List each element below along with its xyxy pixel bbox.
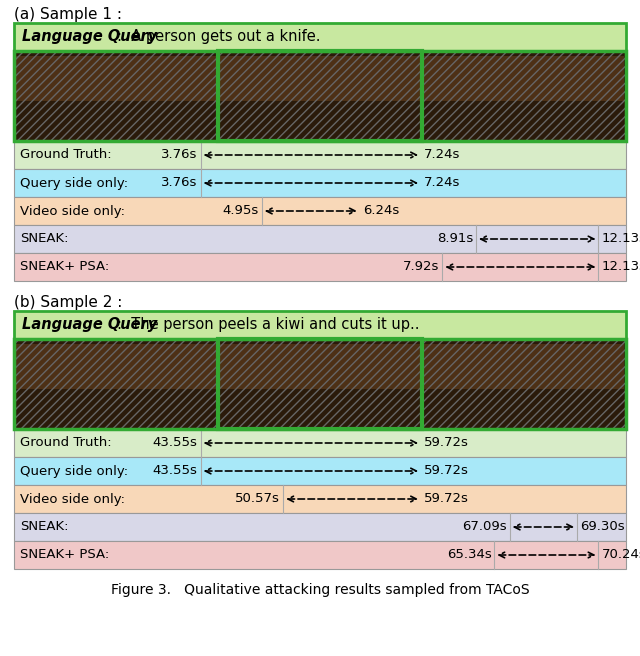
Bar xyxy=(14,339,626,429)
Text: 59.72s: 59.72s xyxy=(424,436,469,449)
Bar xyxy=(218,339,422,429)
Text: Figure 3.   Qualitative attacking results sampled from TACoS: Figure 3. Qualitative attacking results … xyxy=(111,583,529,597)
Bar xyxy=(218,51,422,141)
Text: 59.72s: 59.72s xyxy=(424,464,469,478)
Bar xyxy=(14,197,626,225)
Text: 7.24s: 7.24s xyxy=(424,148,460,161)
Bar xyxy=(14,169,626,197)
Text: SNEAK:: SNEAK: xyxy=(20,520,68,533)
Text: 67.09s: 67.09s xyxy=(462,520,507,533)
Text: 8.91s: 8.91s xyxy=(437,232,473,245)
Text: 50.57s: 50.57s xyxy=(236,493,280,506)
Bar xyxy=(422,339,626,429)
Text: 43.55s: 43.55s xyxy=(153,436,198,449)
Bar xyxy=(14,51,626,141)
Text: 59.72s: 59.72s xyxy=(424,493,469,506)
Bar xyxy=(14,339,626,429)
Text: Query side only:: Query side only: xyxy=(20,176,128,190)
Text: :  A person gets out a knife.: : A person gets out a knife. xyxy=(117,30,321,45)
Bar xyxy=(220,56,420,100)
Text: Video side only:: Video side only: xyxy=(20,205,125,218)
Bar xyxy=(424,344,624,388)
Text: 65.34s: 65.34s xyxy=(447,548,492,562)
Bar xyxy=(14,339,218,429)
Text: Language Query: Language Query xyxy=(22,30,157,45)
Bar xyxy=(218,51,422,141)
Bar xyxy=(14,23,626,51)
Text: :  The person peels a kiwi and cuts it up..: : The person peels a kiwi and cuts it up… xyxy=(117,318,420,333)
Text: 3.76s: 3.76s xyxy=(161,176,198,190)
Text: Video side only:: Video side only: xyxy=(20,493,125,506)
Bar xyxy=(424,56,624,100)
Bar xyxy=(14,429,626,457)
Bar xyxy=(14,225,626,253)
Bar xyxy=(16,344,216,388)
Bar xyxy=(14,513,626,541)
Bar xyxy=(220,344,420,388)
Bar xyxy=(14,51,626,141)
Text: 12.13s: 12.13s xyxy=(602,232,640,245)
Text: Ground Truth:: Ground Truth: xyxy=(20,436,111,449)
Text: 12.13s: 12.13s xyxy=(602,260,640,274)
Bar xyxy=(14,311,626,339)
Bar xyxy=(14,51,626,141)
Text: SNEAK+ PSA:: SNEAK+ PSA: xyxy=(20,548,109,562)
Text: (b) Sample 2 :: (b) Sample 2 : xyxy=(14,295,122,310)
Text: 43.55s: 43.55s xyxy=(153,464,198,478)
Text: 6.24s: 6.24s xyxy=(363,205,399,218)
Bar xyxy=(14,51,218,141)
Bar xyxy=(14,141,626,169)
Text: Query side only:: Query side only: xyxy=(20,464,128,478)
Text: Language Query: Language Query xyxy=(22,318,157,333)
Bar xyxy=(14,485,626,513)
Bar xyxy=(14,339,626,429)
Bar xyxy=(14,541,626,569)
Text: (a) Sample 1 :: (a) Sample 1 : xyxy=(14,7,122,22)
Bar xyxy=(218,339,422,429)
Bar xyxy=(16,56,216,100)
Text: 3.76s: 3.76s xyxy=(161,148,198,161)
Text: SNEAK+ PSA:: SNEAK+ PSA: xyxy=(20,260,109,274)
Bar xyxy=(14,253,626,281)
Bar xyxy=(14,457,626,485)
Text: 7.24s: 7.24s xyxy=(424,176,460,190)
Text: SNEAK:: SNEAK: xyxy=(20,232,68,245)
Text: 70.24s: 70.24s xyxy=(602,548,640,562)
Text: Ground Truth:: Ground Truth: xyxy=(20,148,111,161)
Bar xyxy=(422,51,626,141)
Text: 7.92s: 7.92s xyxy=(403,260,440,274)
Text: 69.30s: 69.30s xyxy=(580,520,625,533)
Text: 4.95s: 4.95s xyxy=(223,205,259,218)
